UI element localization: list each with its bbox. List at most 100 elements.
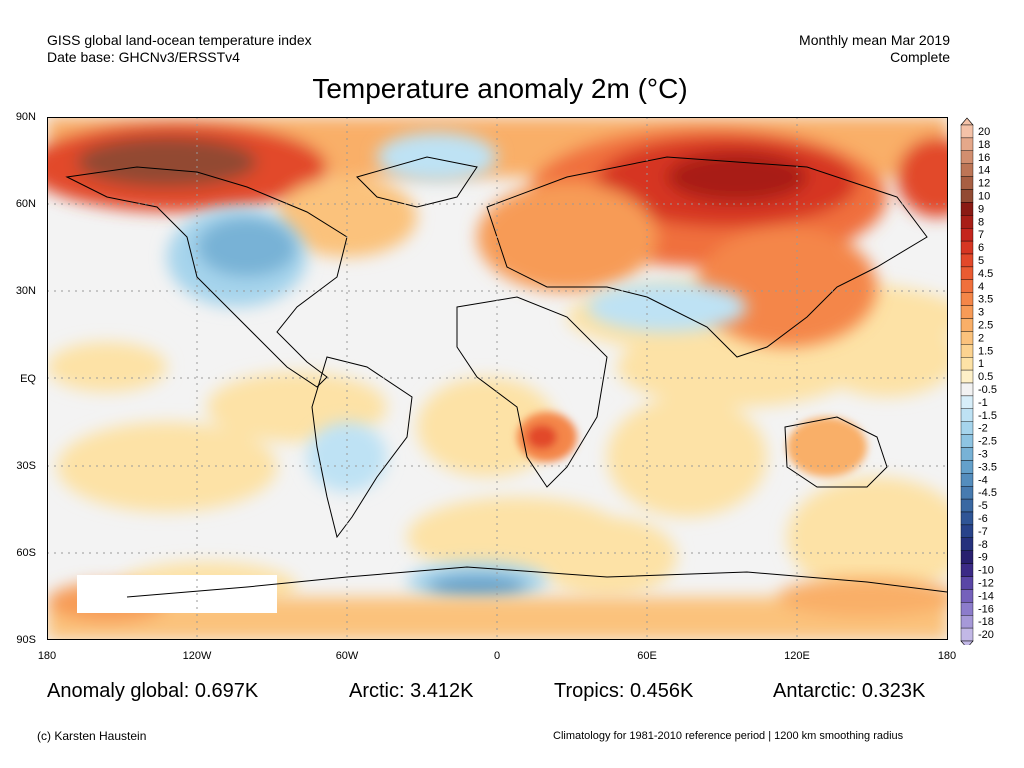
colorbar-swatch <box>960 344 974 358</box>
colorbar-swatch <box>960 369 974 384</box>
colorbar-swatch <box>960 227 974 242</box>
header-dataset: GISS global land-ocean temperature index <box>47 32 312 48</box>
colorbar-swatch <box>960 511 974 526</box>
footer-copyright: (c) Karsten Haustein <box>37 729 147 743</box>
colorbar: 201816141210987654.543.532.521.510.5-0.5… <box>960 117 997 645</box>
lat-label-30n: 30N <box>15 285 36 297</box>
lat-label-60s: 60S <box>16 547 36 559</box>
colorbar-swatch <box>960 563 974 577</box>
lon-label-120e: 120E <box>784 650 810 662</box>
colorbar-label: -3.5 <box>978 461 997 473</box>
colorbar-label: 4 <box>978 281 984 293</box>
lon-label-0: 0 <box>493 650 501 662</box>
stat-antarctic: Antarctic: 0.323K <box>773 680 926 702</box>
colorbar-label: -2.5 <box>978 436 997 448</box>
map-title: Temperature anomaly 2m (°C) <box>312 73 688 104</box>
colorbar-swatch <box>960 498 974 513</box>
header-database: Date base: GHCNv3/ERSSTv4 <box>47 49 240 65</box>
colorbar-swatch <box>960 627 974 642</box>
colorbar-swatch <box>960 524 974 538</box>
colorbar-label: -9 <box>978 552 988 564</box>
colorbar-label: 18 <box>978 139 990 151</box>
colorbar-swatch <box>960 253 974 268</box>
colorbar-swatch <box>960 331 974 345</box>
colorbar-swatch <box>960 589 974 603</box>
colorbar-swatch <box>960 356 974 371</box>
colorbar-swatch <box>960 189 974 203</box>
colorbar-label: -10 <box>978 565 994 577</box>
colorbar-swatch <box>960 408 974 422</box>
colorbar-swatch <box>960 447 974 461</box>
colorbar-swatch <box>960 137 974 151</box>
colorbar-swatch <box>960 279 974 293</box>
colorbar-label: -12 <box>978 578 994 590</box>
colorbar-swatch <box>960 305 974 319</box>
colorbar-label: -14 <box>978 590 994 602</box>
colorbar-label: 7 <box>978 229 984 241</box>
colorbar-swatch <box>960 473 974 487</box>
stat-tropics: Tropics: 0.456K <box>554 680 694 702</box>
colorbar-label: -8 <box>978 539 988 551</box>
graticule <box>47 117 948 640</box>
colorbar-label: 10 <box>978 191 990 203</box>
coastlines <box>65 156 948 598</box>
colorbar-label: 0.5 <box>978 371 993 383</box>
colorbar-swatch <box>960 266 974 280</box>
colorbar-swatch <box>960 460 974 474</box>
lon-label-60w: 60W <box>335 650 359 662</box>
colorbar-swatch <box>960 486 974 500</box>
colorbar-label: -4 <box>978 474 988 486</box>
colorbar-label: -6 <box>978 513 988 525</box>
colorbar-label: -1.5 <box>978 410 997 422</box>
colorbar-swatch <box>960 550 974 564</box>
colorbar-label: 8 <box>978 216 984 228</box>
colorbar-label: 1 <box>978 358 984 370</box>
colorbar-label: -0.5 <box>978 384 997 396</box>
colorbar-swatch <box>960 395 974 409</box>
lat-label-30s: 30S <box>16 460 36 472</box>
colorbar-swatch <box>960 292 974 306</box>
colorbar-swatch <box>960 124 974 139</box>
colorbar-label: -1 <box>978 397 988 409</box>
colorbar-swatch <box>960 576 974 590</box>
colorbar-label: 3.5 <box>978 294 993 306</box>
lat-label-eq: EQ <box>20 373 36 385</box>
colorbar-label: 2 <box>978 332 984 344</box>
anomaly-map <box>47 117 948 640</box>
colorbar-label: 5 <box>978 255 984 267</box>
colorbar-swatch <box>960 537 974 551</box>
header-status: Complete <box>890 49 950 65</box>
colorbar-swatch <box>960 318 974 332</box>
footer-climatology: Climatology for 1981-2010 reference peri… <box>553 730 904 742</box>
colorbar-label: -5 <box>978 500 988 512</box>
colorbar-arrow-top <box>960 117 974 126</box>
colorbar-swatch <box>960 434 974 448</box>
lon-label-180w: 180 <box>37 650 57 662</box>
colorbar-label: -4.5 <box>978 487 997 499</box>
colorbar-label: -16 <box>978 603 994 615</box>
colorbar-label: 4.5 <box>978 268 993 280</box>
colorbar-swatch <box>960 150 974 164</box>
colorbar-label: -3 <box>978 449 988 461</box>
colorbar-swatch <box>960 615 974 629</box>
lat-label-90n: 90N <box>15 111 36 123</box>
colorbar-swatch <box>960 176 974 190</box>
colorbar-label: 12 <box>978 178 990 190</box>
colorbar-label: -2 <box>978 423 988 435</box>
colorbar-label: 14 <box>978 165 990 177</box>
colorbar-label: 1.5 <box>978 345 993 357</box>
colorbar-label: 16 <box>978 152 990 164</box>
stat-global: Anomaly global: 0.697K <box>47 680 259 702</box>
lat-label-90s: 90S <box>16 634 36 646</box>
colorbar-swatch <box>960 602 974 616</box>
colorbar-label: 6 <box>978 242 984 254</box>
colorbar-label: 9 <box>978 203 984 215</box>
colorbar-swatch <box>960 240 974 255</box>
colorbar-arrow-bottom <box>960 640 974 645</box>
colorbar-label: -20 <box>978 629 994 641</box>
colorbar-label: -7 <box>978 526 988 538</box>
colorbar-swatch <box>960 163 974 177</box>
colorbar-label: 20 <box>978 126 990 138</box>
lat-label-60n: 60N <box>15 198 36 210</box>
colorbar-label: 3 <box>978 307 984 319</box>
